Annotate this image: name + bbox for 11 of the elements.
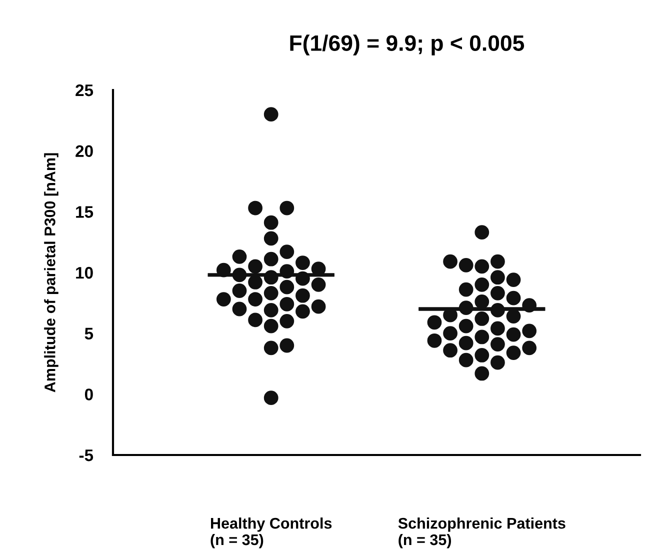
- y-axis-title: Amplitude of parietal P300 [nAm]: [44, 153, 58, 392]
- y-tick-label: 15: [76, 206, 94, 218]
- y-tick-label: 20: [76, 145, 93, 158]
- y-tick-label: 25: [76, 84, 94, 96]
- y-tick-label: 5: [84, 328, 94, 340]
- y-tick-label: -5: [79, 450, 94, 462]
- x-tick-label: Schizophrenic Patients (n = 35): [398, 518, 566, 548]
- chart-title: F(1/69) = 9.9; p < 0.005: [290, 34, 524, 56]
- y-tick-label: 0: [84, 388, 93, 400]
- x-tick-label: Healthy Controls (n = 35): [210, 518, 332, 548]
- y-tick-label: 10: [76, 266, 93, 279]
